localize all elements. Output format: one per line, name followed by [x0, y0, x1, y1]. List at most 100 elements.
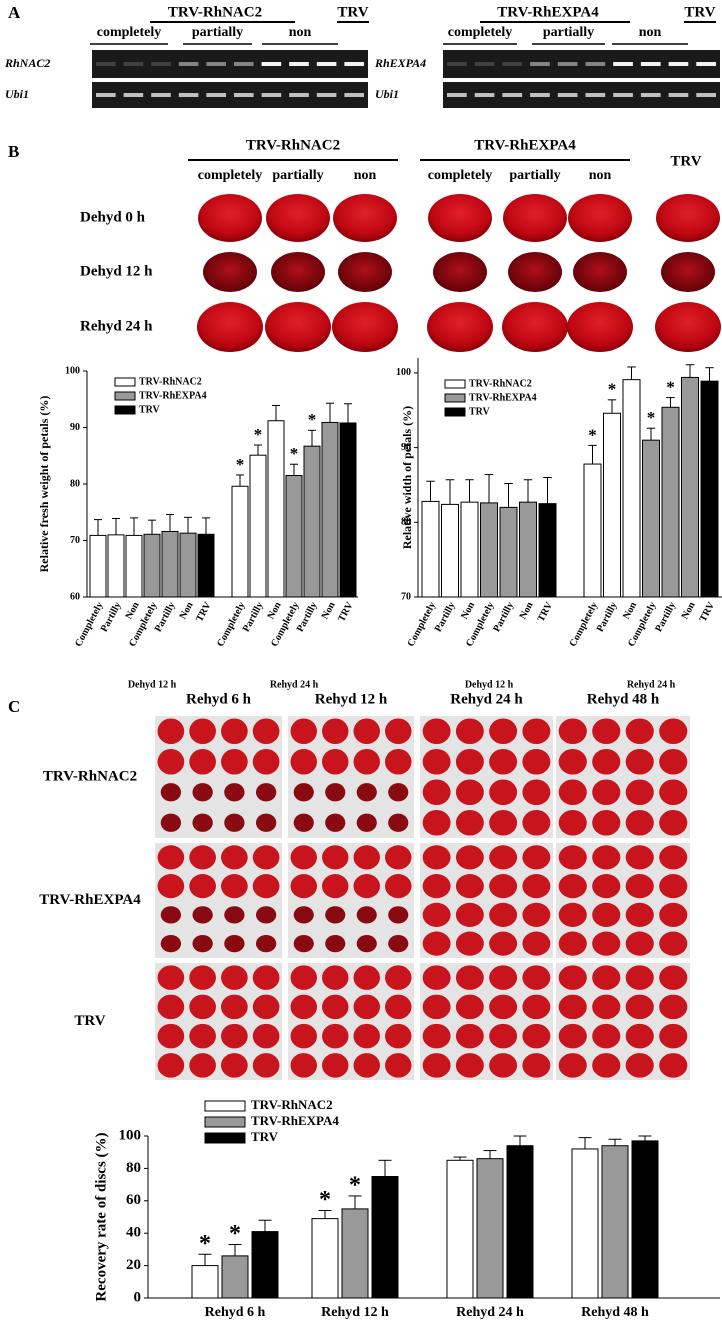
- petal-disc: [558, 874, 587, 899]
- petal-disc: [625, 748, 654, 775]
- petal-disc: [558, 748, 587, 775]
- petal-disc: [422, 931, 451, 956]
- bar: [583, 463, 602, 598]
- petal-disc: [558, 845, 587, 870]
- petal-image: [338, 252, 392, 292]
- petal-disc: [455, 718, 484, 745]
- petal-disc: [356, 935, 377, 953]
- petal-disc: [221, 718, 248, 745]
- petal-disc: [385, 1053, 412, 1078]
- x-tick-label: Completely: [406, 600, 439, 648]
- error-bar: [445, 479, 455, 505]
- gel-band: [613, 62, 633, 66]
- gel-band: [530, 62, 550, 66]
- petal-disc: [625, 1053, 654, 1078]
- x-tick-label: Rehyd 12 h: [321, 1305, 389, 1320]
- petal-disc: [325, 813, 346, 832]
- gel-band: [151, 93, 171, 97]
- group-label: Rehyd 24 h: [270, 679, 319, 690]
- petal-disc: [659, 1023, 688, 1049]
- error-bar: [130, 517, 138, 536]
- petal-disc: [290, 748, 317, 775]
- error-bar: [254, 444, 262, 456]
- bar: [143, 533, 161, 598]
- petal-disc: [325, 783, 346, 802]
- x-tick-label: TRV: [194, 600, 214, 624]
- x-tick-label: Completely: [568, 600, 601, 648]
- y-tick-label: 80: [126, 1160, 141, 1176]
- petal-disc: [625, 1023, 654, 1049]
- gel-band: [502, 93, 523, 97]
- petal-disc: [385, 718, 412, 745]
- petal-disc: [224, 813, 245, 832]
- row-label: TRV-RhEXPA4: [39, 892, 141, 908]
- time-label: Rehyd 6 h: [186, 691, 252, 707]
- level-label: non: [639, 25, 662, 40]
- petal-disc: [592, 845, 621, 870]
- petal-disc: [252, 874, 280, 899]
- significance-mark: *: [236, 455, 245, 474]
- error-bar: [318, 1210, 332, 1219]
- petal-disc: [252, 994, 280, 1020]
- gel-band: [123, 93, 144, 97]
- petal-disc: [189, 874, 216, 899]
- x-tick-label: Non: [680, 600, 698, 621]
- legend-label: TRV: [469, 406, 491, 417]
- petal-image: [661, 252, 715, 292]
- gel-band: [668, 62, 689, 66]
- petal-disc: [522, 874, 551, 899]
- level-label: non: [289, 25, 312, 40]
- error-bar: [513, 1135, 527, 1146]
- petal-disc: [221, 965, 248, 990]
- significance-mark: *: [319, 1187, 331, 1213]
- x-tick-label: Non: [320, 600, 338, 621]
- x-tick-label: Rehyd 48 h: [581, 1305, 649, 1320]
- petal-disc: [489, 965, 518, 990]
- time-label: Rehyd 12 h: [315, 691, 388, 707]
- bar: [339, 422, 357, 598]
- petal-disc: [422, 965, 451, 990]
- petal-disc: [224, 783, 245, 802]
- petal-disc: [659, 779, 688, 806]
- petal-disc: [322, 1053, 349, 1078]
- bar: [191, 1265, 219, 1299]
- error-bar: [627, 366, 636, 380]
- gel-band: [178, 62, 199, 66]
- legend-swatch: [114, 377, 136, 387]
- petal-disc: [558, 965, 587, 990]
- group-label: Rehyd 24 h: [627, 679, 676, 690]
- gel-band: [344, 62, 364, 66]
- gel-band: [474, 93, 495, 97]
- y-tick-label: 80: [401, 517, 411, 528]
- petal-disc: [489, 809, 518, 836]
- error-bar: [272, 404, 280, 421]
- error-bar: [198, 1253, 212, 1266]
- petal-disc: [322, 845, 349, 870]
- error-bar: [166, 514, 174, 532]
- petal-disc: [558, 809, 587, 836]
- gel-band: [557, 62, 578, 66]
- significance-mark: *: [349, 1172, 361, 1198]
- petal-disc: [356, 783, 377, 802]
- gel-band: [123, 62, 144, 66]
- petal-disc: [290, 1023, 317, 1049]
- gene-label: Ubi1: [5, 87, 29, 101]
- petal-disc: [489, 1053, 518, 1078]
- petal-disc: [659, 748, 688, 775]
- bar: [661, 406, 680, 598]
- bar: [631, 1140, 659, 1299]
- error-bar: [484, 474, 494, 503]
- bar: [267, 420, 285, 598]
- gel-band: [696, 62, 716, 66]
- petal-disc: [189, 965, 216, 990]
- bar: [499, 506, 518, 598]
- petal-disc: [322, 1023, 349, 1049]
- petal-disc: [592, 779, 621, 806]
- petal-disc: [558, 902, 587, 927]
- x-tick-label: Rehyd 24 h: [456, 1305, 524, 1320]
- gel-band: [316, 62, 337, 66]
- petal-disc: [489, 748, 518, 775]
- significance-mark: *: [199, 1231, 211, 1257]
- petal-image: [428, 194, 492, 242]
- petal-disc: [422, 718, 451, 745]
